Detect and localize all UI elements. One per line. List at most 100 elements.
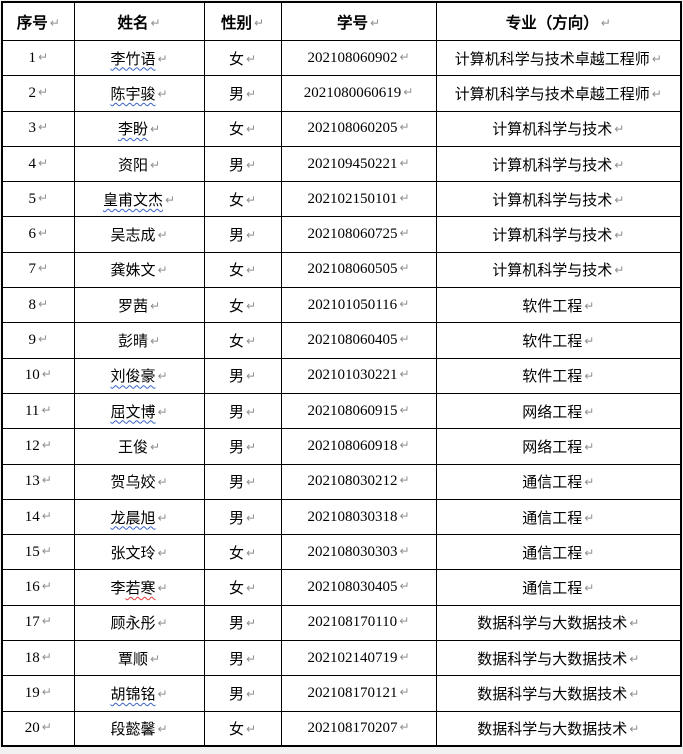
cell-name[interactable]: 罗茜 ↵ [73, 287, 205, 324]
cell-name[interactable]: 覃顺 ↵ [73, 640, 205, 677]
cell-gender[interactable]: 男 ↵ [203, 145, 282, 183]
cell-name[interactable]: 张文玲 ↵ [73, 534, 205, 571]
cell-student-id[interactable]: 202108060725 ↵ [280, 216, 437, 253]
cell-student-id[interactable]: 202108030303 ↵ [280, 534, 437, 571]
cell-gender[interactable]: 男 ↵ [203, 216, 282, 253]
cell-major[interactable]: 计算机科学与技术 ↵ [435, 110, 682, 147]
cell-student-id[interactable]: 202109450221 ↵ [280, 145, 437, 183]
cell-gender[interactable]: 男 ↵ [203, 357, 282, 394]
cell-name[interactable]: 李若寒 ↵ [73, 569, 205, 606]
cell-student-id[interactable]: 202108170110 ↵ [280, 604, 437, 642]
cell-major[interactable]: 软件工程 ↵ [435, 322, 682, 359]
cell-serial[interactable]: 17 ↵ [1, 604, 75, 642]
cell-student-id[interactable]: 202108060902 ↵ [280, 39, 437, 77]
col-header-gender[interactable]: 性别 ↵ [203, 1, 282, 41]
cell-student-id[interactable]: 202108030318 ↵ [280, 498, 437, 536]
col-header-serial[interactable]: 序号 ↵ [1, 1, 75, 41]
cell-serial[interactable]: 20 ↵ [1, 710, 75, 747]
cell-major[interactable]: 通信工程 ↵ [435, 463, 682, 500]
cell-name[interactable]: 刘俊豪 ↵ [73, 357, 205, 394]
col-header-major[interactable]: 专业（方向） ↵ [435, 1, 682, 41]
cell-student-id[interactable]: 202108060915 ↵ [280, 392, 437, 430]
cell-major[interactable]: 通信工程 ↵ [435, 569, 682, 606]
cell-major[interactable]: 软件工程 ↵ [435, 287, 682, 324]
cell-major[interactable]: 计算机科学与技术 ↵ [435, 216, 682, 253]
cell-serial[interactable]: 3 ↵ [1, 110, 75, 147]
cell-gender[interactable]: 女 ↵ [203, 181, 282, 218]
cell-gender[interactable]: 男 ↵ [203, 428, 282, 465]
cell-name[interactable]: 王俊 ↵ [73, 428, 205, 465]
cell-gender[interactable]: 男 ↵ [203, 498, 282, 536]
cell-serial[interactable]: 9 ↵ [1, 322, 75, 359]
cell-serial[interactable]: 15 ↵ [1, 534, 75, 571]
cell-major[interactable]: 数据科学与大数据技术 ↵ [435, 604, 682, 642]
cell-gender[interactable]: 男 ↵ [203, 604, 282, 642]
cell-major[interactable]: 网络工程 ↵ [435, 428, 682, 465]
cell-student-id[interactable]: 202108170207 ↵ [280, 710, 437, 747]
cell-name[interactable]: 胡锦铭 ↵ [73, 675, 205, 712]
cell-serial[interactable]: 2 ↵ [1, 75, 75, 112]
cell-major[interactable]: 软件工程 ↵ [435, 357, 682, 394]
cell-name[interactable]: 段懿馨 ↵ [73, 710, 205, 747]
cell-major[interactable]: 计算机科学与技术卓越工程师 ↵ [435, 75, 682, 112]
cell-name[interactable]: 屈文博 ↵ [73, 392, 205, 430]
cell-student-id[interactable]: 202102150101 ↵ [280, 181, 437, 218]
cell-major[interactable]: 计算机科学与技术 ↵ [435, 145, 682, 183]
cell-gender[interactable]: 女 ↵ [203, 710, 282, 747]
cell-gender[interactable]: 女 ↵ [203, 39, 282, 77]
cell-major[interactable]: 网络工程 ↵ [435, 392, 682, 430]
cell-serial[interactable]: 12 ↵ [1, 428, 75, 465]
cell-student-id[interactable]: 202108060918 ↵ [280, 428, 437, 465]
cell-serial[interactable]: 10 ↵ [1, 357, 75, 394]
cell-student-id[interactable]: 202108060405 ↵ [280, 322, 437, 359]
cell-serial[interactable]: 16 ↵ [1, 569, 75, 606]
cell-gender[interactable]: 男 ↵ [203, 640, 282, 677]
cell-name[interactable]: 顾永彤 ↵ [73, 604, 205, 642]
cell-name[interactable]: 龙晨旭 ↵ [73, 498, 205, 536]
cell-serial[interactable]: 8 ↵ [1, 287, 75, 324]
cell-serial[interactable]: 1 ↵ [1, 39, 75, 77]
cell-serial[interactable]: 13 ↵ [1, 463, 75, 500]
cell-name[interactable]: 陈宇骏 ↵ [73, 75, 205, 112]
cell-gender[interactable]: 女 ↵ [203, 251, 282, 289]
cell-name[interactable]: 资阳 ↵ [73, 145, 205, 183]
cell-student-id[interactable]: 202108030212 ↵ [280, 463, 437, 500]
cell-student-id[interactable]: 202108060505 ↵ [280, 251, 437, 289]
cell-major[interactable]: 计算机科学与技术 ↵ [435, 181, 682, 218]
cell-serial[interactable]: 4 ↵ [1, 145, 75, 183]
cell-name[interactable]: 贺乌姣 ↵ [73, 463, 205, 500]
cell-major[interactable]: 数据科学与大数据技术 ↵ [435, 710, 682, 747]
cell-gender[interactable]: 女 ↵ [203, 569, 282, 606]
cell-serial[interactable]: 14 ↵ [1, 498, 75, 536]
cell-major[interactable]: 数据科学与大数据技术 ↵ [435, 675, 682, 712]
col-header-name[interactable]: 姓名 ↵ [73, 1, 205, 41]
cell-student-id[interactable]: 202101030221 ↵ [280, 357, 437, 394]
cell-name[interactable]: 李竹语 ↵ [73, 39, 205, 77]
cell-student-id[interactable]: 2021080060619 ↵ [280, 75, 437, 112]
cell-name[interactable]: 龚姝文 ↵ [73, 251, 205, 289]
cell-serial[interactable]: 18 ↵ [1, 640, 75, 677]
cell-gender[interactable]: 女 ↵ [203, 534, 282, 571]
cell-gender[interactable]: 男 ↵ [203, 392, 282, 430]
cell-major[interactable]: 通信工程 ↵ [435, 498, 682, 536]
cell-student-id[interactable]: 202102140719 ↵ [280, 640, 437, 677]
cell-gender[interactable]: 男 ↵ [203, 463, 282, 500]
cell-student-id[interactable]: 202108170121 ↵ [280, 675, 437, 712]
cell-name[interactable]: 吴志成 ↵ [73, 216, 205, 253]
cell-serial[interactable]: 11 ↵ [1, 392, 75, 430]
cell-major[interactable]: 计算机科学与技术卓越工程师 ↵ [435, 39, 682, 77]
cell-major[interactable]: 计算机科学与技术 ↵ [435, 251, 682, 289]
cell-gender[interactable]: 女 ↵ [203, 110, 282, 147]
cell-gender[interactable]: 男 ↵ [203, 75, 282, 112]
cell-student-id[interactable]: 202108060205 ↵ [280, 110, 437, 147]
cell-serial[interactable]: 5 ↵ [1, 181, 75, 218]
cell-gender[interactable]: 男 ↵ [203, 675, 282, 712]
col-header-student-id[interactable]: 学号 ↵ [280, 1, 437, 41]
cell-serial[interactable]: 19 ↵ [1, 675, 75, 712]
cell-gender[interactable]: 女 ↵ [203, 322, 282, 359]
cell-student-id[interactable]: 202101050116 ↵ [280, 287, 437, 324]
cell-student-id[interactable]: 202108030405 ↵ [280, 569, 437, 606]
cell-major[interactable]: 数据科学与大数据技术 ↵ [435, 640, 682, 677]
cell-name[interactable]: 皇甫文杰 ↵ [73, 181, 205, 218]
cell-name[interactable]: 彭晴 ↵ [73, 322, 205, 359]
